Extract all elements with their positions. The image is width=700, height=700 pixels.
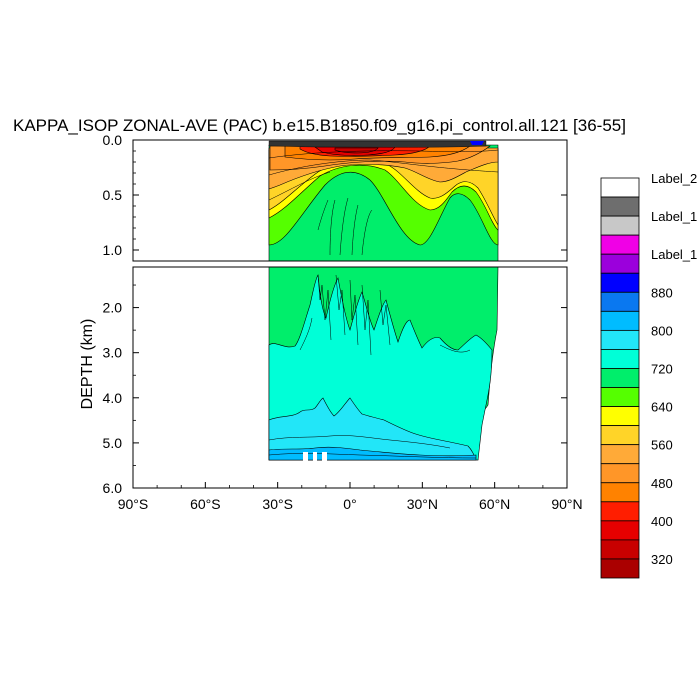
colorbar-swatch — [600, 234, 640, 255]
surface-dark-band — [268, 140, 487, 148]
colorbar-swatch — [600, 368, 640, 388]
colorbar-swatch — [600, 349, 640, 369]
axes: 90°S 60°S 30°S 0° 30°N 60°N 90°N 0.0 0.5 1.0 2.0 3.… — [103, 132, 583, 512]
colorbar-label: 560 — [651, 438, 673, 453]
contour-lines-lower — [268, 274, 477, 459]
x-tick-label: 90°N — [551, 496, 582, 512]
colorbar-swatch — [600, 501, 640, 522]
colorbar-swatch — [600, 482, 640, 503]
x-tick-label: 60°S — [190, 496, 221, 512]
colorbar-label: 880 — [651, 285, 673, 300]
lower-panel — [268, 267, 499, 462]
colorbar-swatch — [600, 520, 640, 541]
colorbar-label: Label_1 — [651, 247, 697, 262]
colorbar-label: 640 — [651, 400, 673, 415]
colorbar-swatch — [600, 387, 640, 407]
y-tick-label-lower: 4.0 — [103, 390, 123, 406]
y-tick-label-lower: 5.0 — [103, 435, 123, 451]
colorbar-swatch — [600, 177, 640, 198]
y-tick-label-upper: 1.0 — [103, 242, 123, 258]
y-tick-label-upper: 0.5 — [103, 187, 123, 203]
contour-lines-upper — [268, 149, 499, 256]
upper-panel — [268, 140, 499, 261]
colorbar-swatch — [600, 539, 640, 560]
colorbar-swatch — [600, 272, 640, 293]
colorbar-label: Label_2 — [651, 171, 697, 186]
colorbar-swatch — [600, 406, 640, 427]
colorbar-swatch — [600, 329, 640, 350]
x-tick-label: 30°S — [262, 496, 293, 512]
upper-panel-frame — [132, 139, 568, 262]
y-tick-label-lower: 6.0 — [103, 480, 123, 496]
chart-title: KAPPA_ISOP ZONAL-AVE (PAC) b.e15.B1850.f… — [13, 116, 626, 135]
colorbar-swatch — [600, 310, 640, 331]
colorbar-swatch — [600, 291, 640, 312]
region-640-680-bottom — [268, 397, 477, 461]
colorbar-swatch — [600, 463, 640, 484]
colorbar-label: 720 — [651, 361, 673, 376]
y-tick-label-lower: 3.0 — [103, 345, 123, 361]
colorbar-swatch — [600, 444, 640, 465]
x-tick-label: 90°S — [118, 496, 149, 512]
y-tick-label-upper: 0.0 — [103, 132, 123, 148]
colorbar-label: 800 — [651, 323, 673, 338]
y-tick-label-lower: 2.0 — [103, 300, 123, 316]
surface-blue-north — [470, 141, 484, 145]
colorbar-label: Label_1 — [651, 209, 697, 224]
colorbar-label: 320 — [651, 552, 673, 567]
colorbar-swatch — [600, 425, 640, 446]
x-tick-label: 0° — [343, 496, 356, 512]
colorbar-swatch — [600, 558, 640, 579]
x-tick-label: 30°N — [407, 496, 438, 512]
colorbar-swatch — [600, 196, 640, 217]
x-tick-label: 60°N — [479, 496, 510, 512]
colorbar-label: 400 — [651, 514, 673, 529]
bottom-gap-b — [313, 452, 317, 462]
y-axis-label: DEPTH (km) — [79, 319, 96, 410]
colorbar: 320 400 480 560 640 720 800 880 Label_1 Label_1 La… — [600, 171, 697, 579]
colorbar-swatch — [600, 215, 640, 236]
bottom-gap-c — [322, 452, 327, 462]
colorbar-label: 480 — [651, 476, 673, 491]
colorbar-swatch — [600, 253, 640, 274]
bottom-gap-a — [303, 452, 308, 462]
